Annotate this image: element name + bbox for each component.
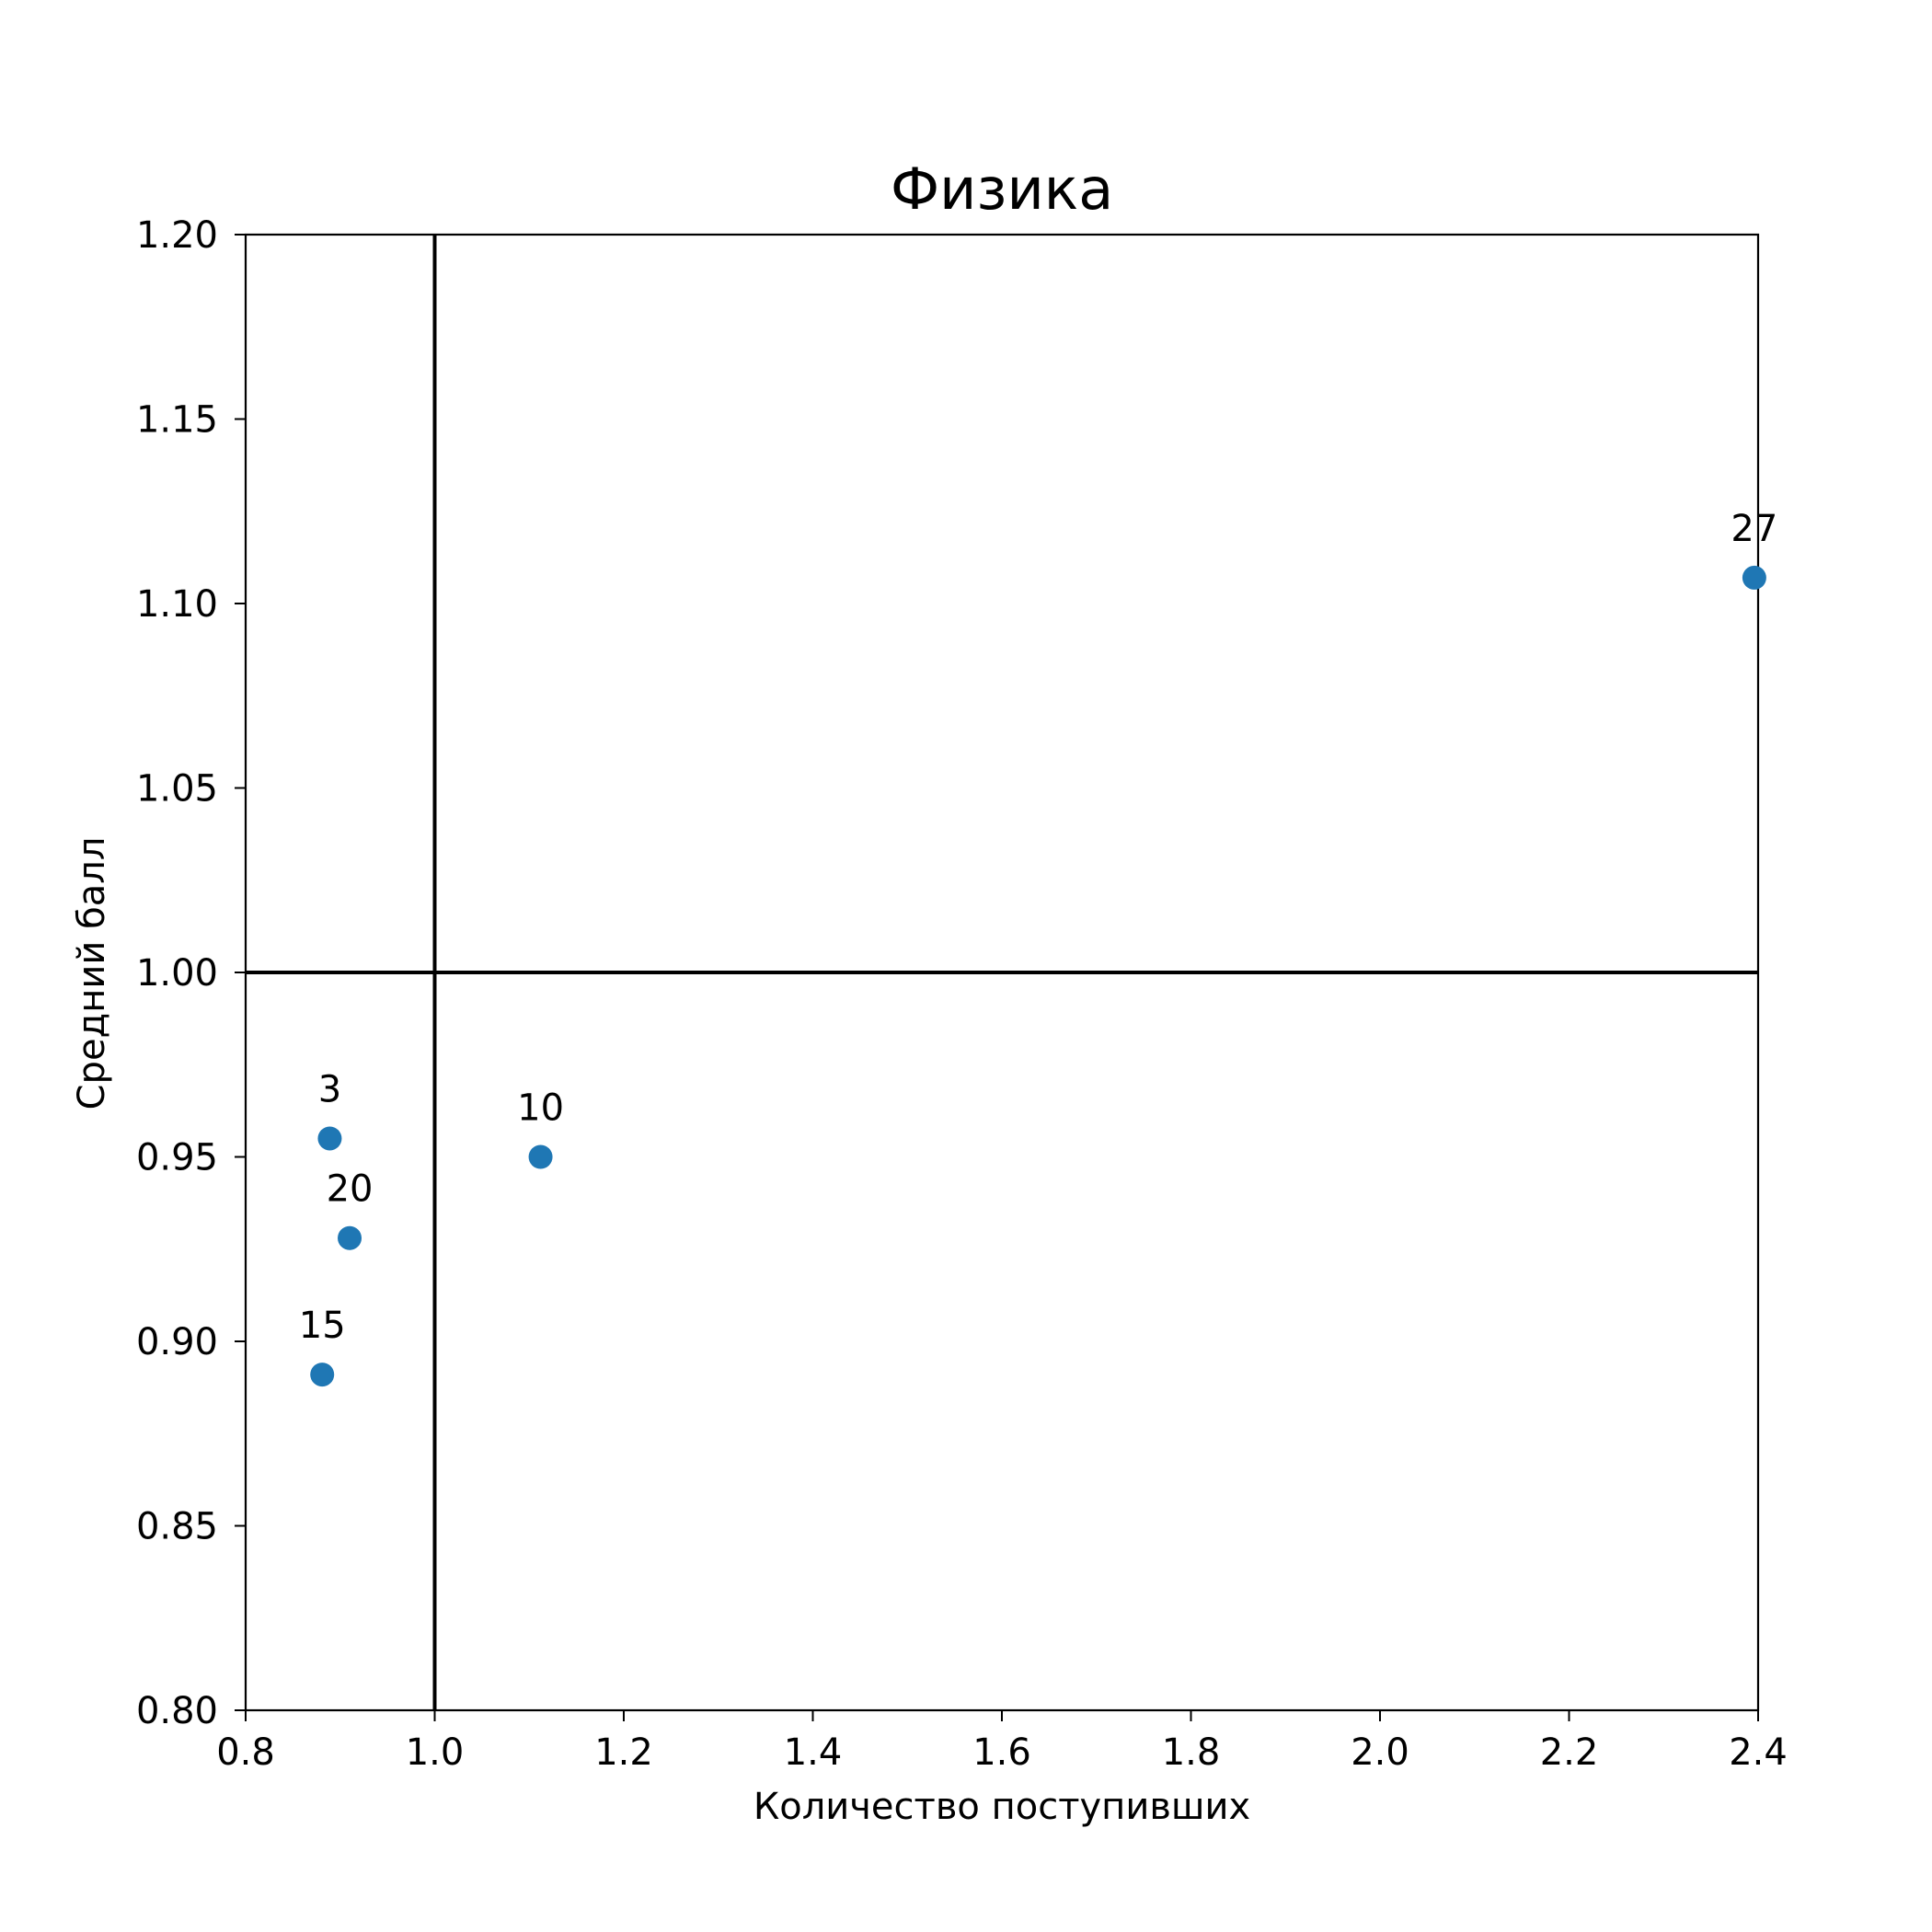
x-axis-ticks: 0.8 1.0 1.2 1.4 1.6 1.8 2.0 2.2 2.4	[216, 1710, 1788, 1774]
x-tick-label: 2.4	[1729, 1731, 1788, 1774]
x-tick-label: 1.4	[784, 1731, 843, 1774]
point-label: 15	[299, 1305, 346, 1347]
y-tick-label: 0.95	[136, 1137, 218, 1179]
plot-area	[244, 233, 1760, 1712]
x-tick-label: 2.2	[1540, 1731, 1599, 1774]
point-label: 10	[517, 1087, 564, 1130]
chart-title: Физика	[891, 155, 1113, 223]
y-tick-label: 1.05	[136, 768, 218, 811]
scatter-point	[338, 1225, 362, 1250]
scatter-point	[528, 1144, 553, 1169]
point-label: 20	[327, 1168, 374, 1211]
scatter-point	[310, 1363, 335, 1387]
y-tick-label: 0.80	[136, 1690, 218, 1732]
y-axis-label: Средний балл	[71, 837, 113, 1110]
scatter-point	[317, 1126, 342, 1151]
y-tick-label: 1.00	[136, 952, 218, 995]
y-tick-label: 1.15	[136, 399, 218, 442]
point-label: 27	[1731, 508, 1777, 550]
data-points: 3 10 20 15 27	[299, 508, 1777, 1387]
scatter-point	[1742, 565, 1766, 590]
y-tick-label: 0.90	[136, 1321, 218, 1363]
x-tick-label: 1.6	[972, 1731, 1031, 1774]
y-tick-label: 1.10	[136, 583, 218, 626]
point-label: 3	[318, 1068, 341, 1110]
y-tick-label: 0.85	[136, 1506, 218, 1548]
x-axis-label: Количество поступивших	[753, 1786, 1250, 1828]
y-tick-label: 1.20	[136, 214, 218, 257]
x-tick-label: 1.0	[406, 1731, 465, 1774]
x-tick-label: 0.8	[216, 1731, 275, 1774]
x-tick-label: 1.2	[594, 1731, 653, 1774]
y-axis-ticks: 0.80 0.85 0.90 0.95 1.00 1.05 1.10 1.15 1.20	[136, 214, 246, 1732]
x-tick-label: 2.0	[1351, 1731, 1409, 1774]
x-tick-label: 1.8	[1162, 1731, 1221, 1774]
